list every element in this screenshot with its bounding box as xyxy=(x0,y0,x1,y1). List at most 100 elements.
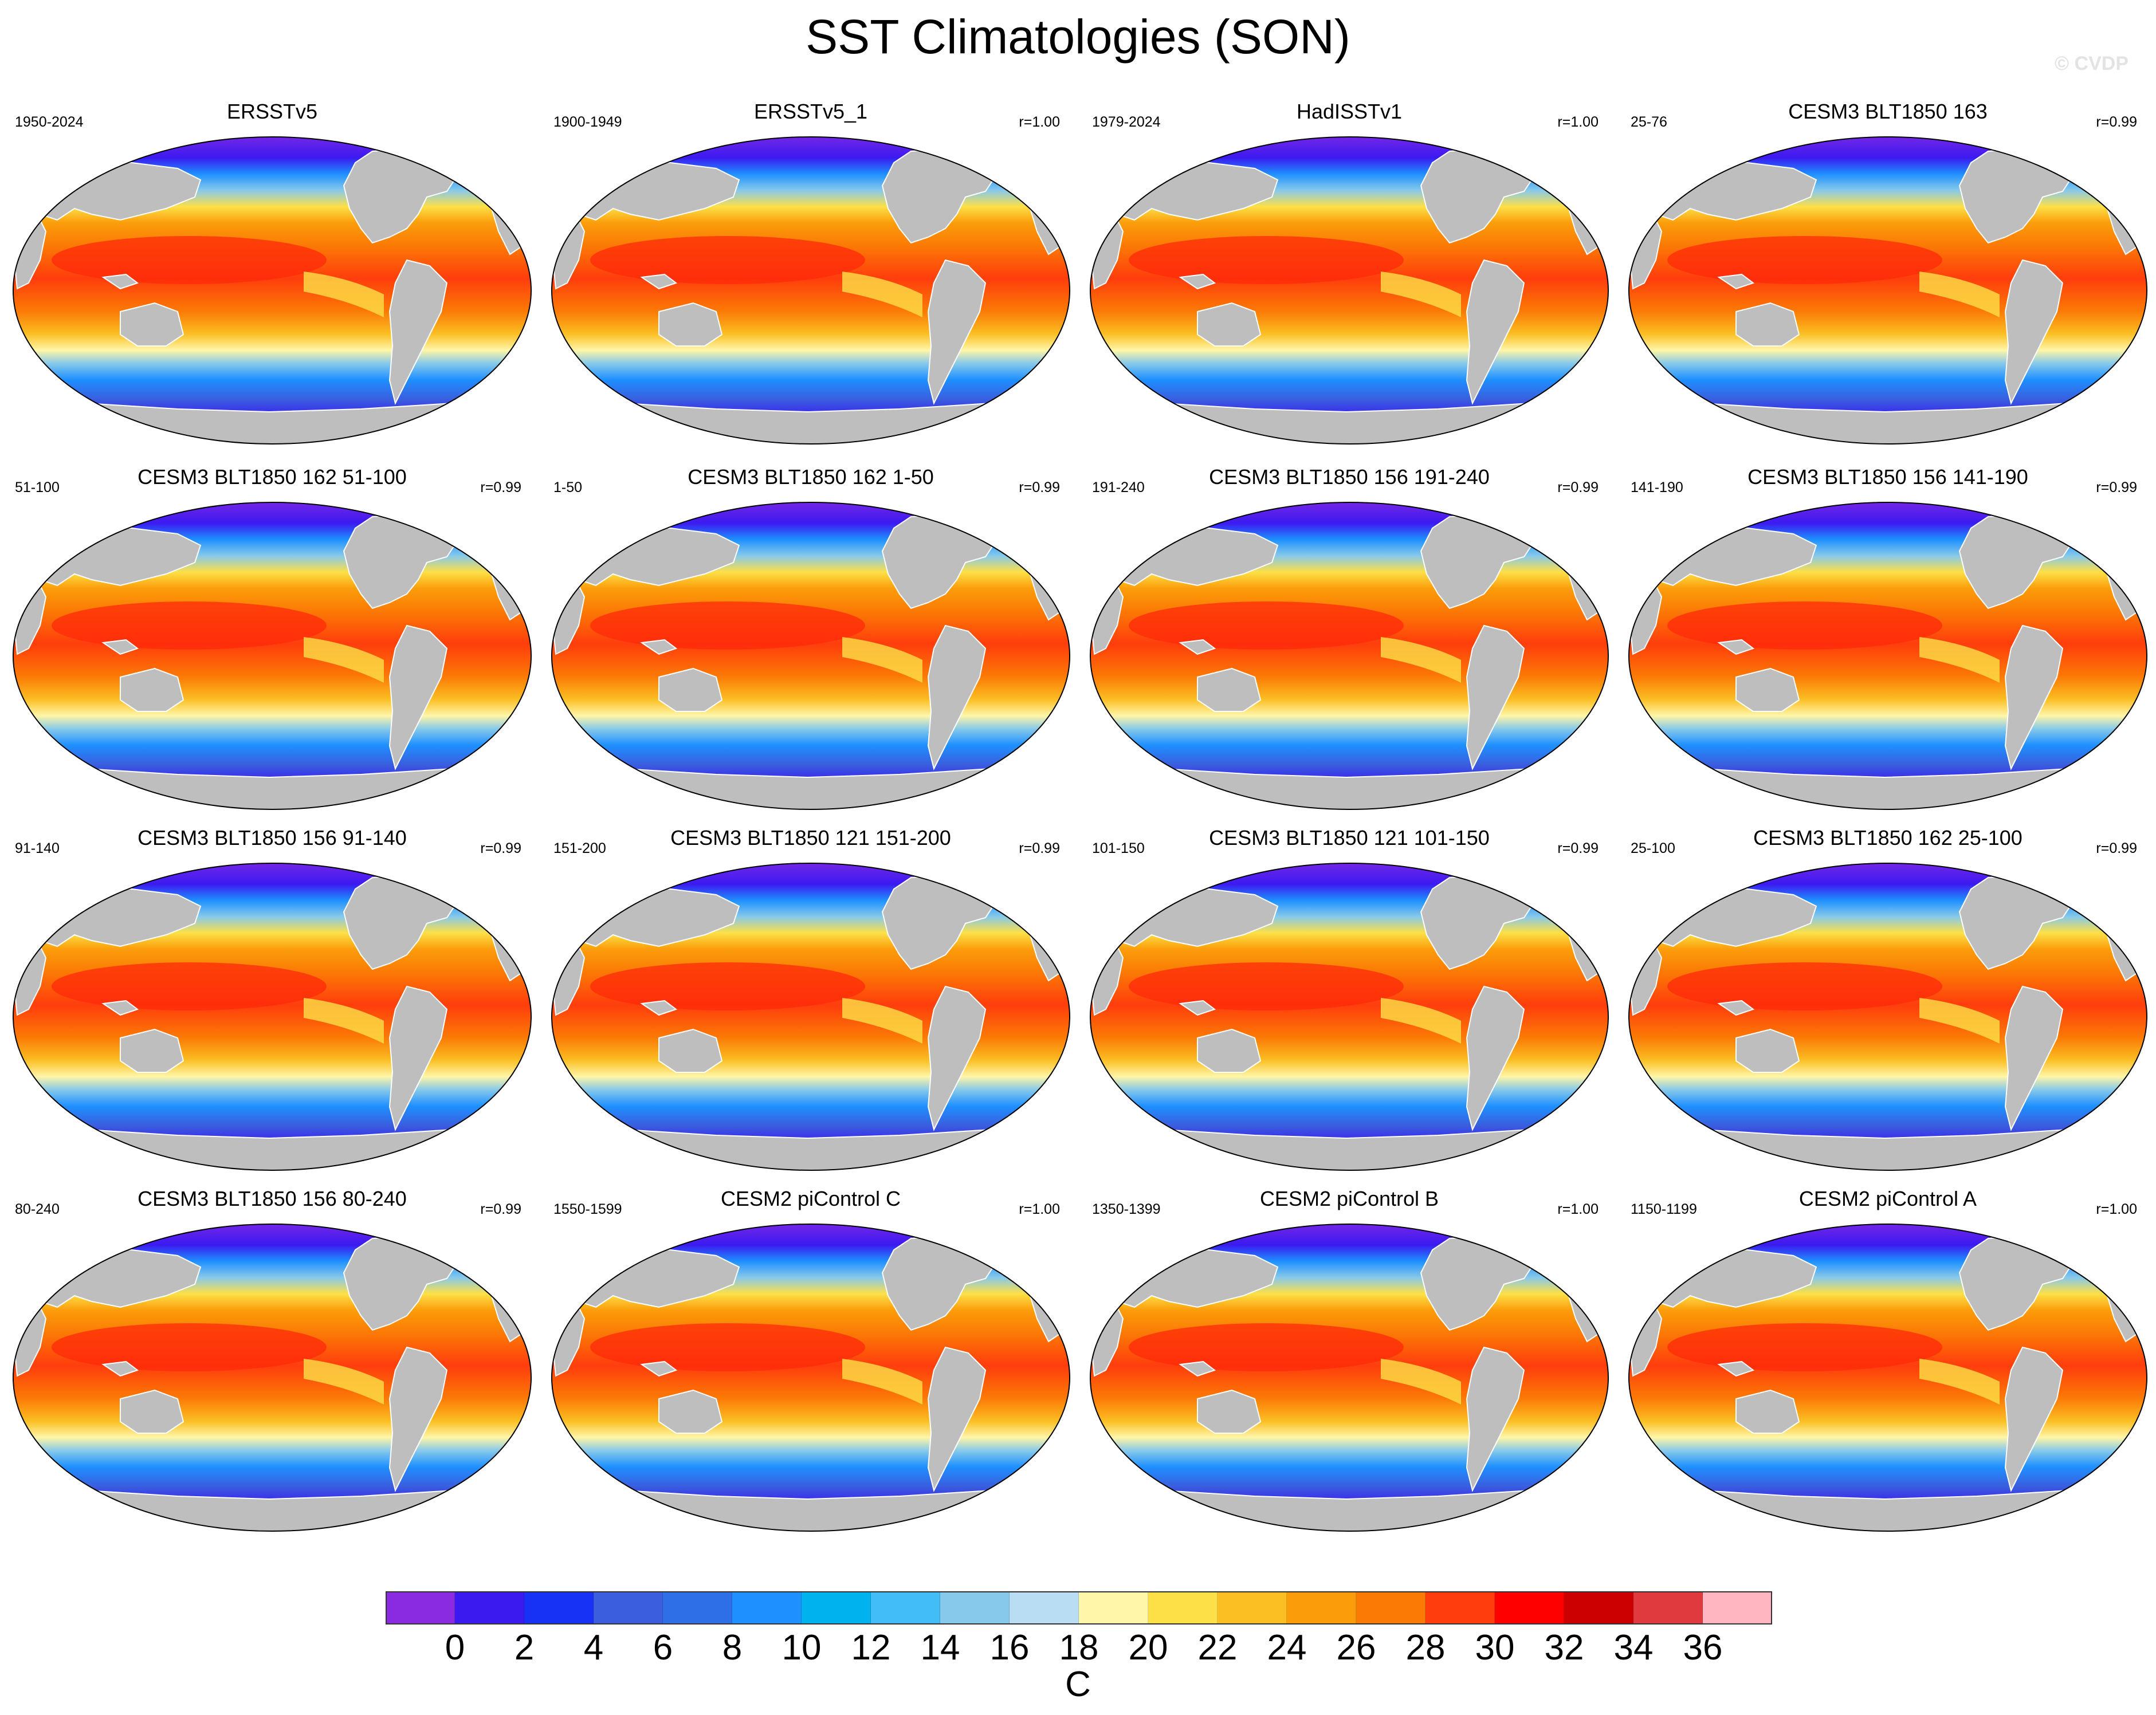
panel-pattern-correlation: r=0.99 xyxy=(2096,114,2137,130)
colorbar-swatch xyxy=(1010,1591,1079,1624)
colorbar-tick-label: 36 xyxy=(1683,1628,1723,1667)
panel-title: CESM3 BLT1850 156 141-190 xyxy=(1747,465,2028,489)
map-panel: CESM3 BLT1850 156 80-240 80-240 r=0.99 xyxy=(6,1186,539,1547)
colorbar-swatch xyxy=(1495,1591,1564,1624)
landmass xyxy=(1534,143,1577,178)
panel-title: HadISSTv1 xyxy=(1296,100,1403,123)
landmass xyxy=(927,1346,987,1492)
warm-pool xyxy=(1129,1323,1404,1371)
warm-pool xyxy=(1667,962,1942,1010)
landmass xyxy=(2073,143,2115,178)
warm-pool xyxy=(1129,601,1404,650)
panel-title: CESM3 BLT1850 162 51-100 xyxy=(138,465,407,489)
panel-title: CESM2 piControl B xyxy=(1259,1187,1439,1210)
landmass xyxy=(658,302,723,347)
warm-pool xyxy=(1129,236,1404,284)
globe-outline xyxy=(1628,863,2147,1171)
sst-map xyxy=(551,136,1070,445)
panel-pattern-correlation: r=0.99 xyxy=(480,840,521,856)
landmass xyxy=(640,1360,678,1377)
colorbar-swatch xyxy=(663,1591,732,1624)
landmass xyxy=(1735,1389,1800,1434)
landmass xyxy=(388,259,448,405)
sst-map xyxy=(1628,136,2147,445)
landmass xyxy=(101,639,139,655)
panel-title: CESM3 BLT1850 121 101-150 xyxy=(1209,826,1490,849)
cold-tongue xyxy=(842,998,922,1044)
panel-pattern-correlation: r=0.99 xyxy=(1019,840,1060,856)
landmass xyxy=(2004,259,2064,405)
ocean-field xyxy=(1090,1224,1608,1531)
sst-map xyxy=(1090,502,1609,810)
landmass xyxy=(996,143,1038,178)
landmass xyxy=(457,870,500,904)
landmass xyxy=(1179,1360,1216,1377)
cold-tongue xyxy=(304,272,384,317)
panel-title: CESM3 BLT1850 156 191-240 xyxy=(1209,465,1490,489)
cold-tongue xyxy=(1381,272,1461,317)
cold-tongue xyxy=(304,998,384,1044)
ocean-field xyxy=(552,502,1070,809)
figure-title: SST Climatologies (SON) xyxy=(806,10,1350,64)
panel-pattern-correlation: r=0.99 xyxy=(1557,479,1599,495)
landmass xyxy=(658,1389,723,1434)
landmass xyxy=(1179,639,1216,655)
globe-outline xyxy=(551,136,1070,445)
colorbar-tick-label: 0 xyxy=(445,1628,465,1667)
panel-title: CESM3 BLT1850 162 1-50 xyxy=(688,465,934,489)
colorbar-tick-label: 2 xyxy=(514,1628,535,1667)
globe-outline xyxy=(551,863,1070,1171)
cold-tongue xyxy=(842,272,922,317)
watermark: © CVDP xyxy=(2055,53,2128,74)
panel-years: 1979-2024 xyxy=(1092,114,1161,130)
colorbar-swatch xyxy=(1356,1591,1425,1624)
colorbar-tick-label: 18 xyxy=(1059,1628,1099,1667)
map-panel: CESM3 BLT1850 162 1-50 1-50 r=0.99 xyxy=(544,464,1077,825)
colorbar-tick-label: 4 xyxy=(583,1628,604,1667)
map-panel: ERSSTv5 1950-2024 xyxy=(6,99,539,459)
landmass xyxy=(1717,639,1755,655)
panel-title: CESM2 piControl C xyxy=(720,1187,901,1210)
ocean-field xyxy=(1629,502,2147,809)
panel-years: 91-140 xyxy=(15,840,60,856)
landmass xyxy=(120,667,184,712)
sst-map xyxy=(1090,863,1609,1171)
globe-outline xyxy=(1628,136,2147,445)
warm-pool xyxy=(52,236,327,284)
sst-map xyxy=(551,502,1070,810)
colorbar-swatch xyxy=(940,1591,1010,1624)
ocean-field xyxy=(1090,502,1608,809)
landmass xyxy=(101,1360,139,1377)
panel-pattern-correlation: r=0.99 xyxy=(1019,479,1060,495)
map-panel: CESM2 piControl C 1550-1599 r=1.00 xyxy=(544,1186,1077,1547)
landmass xyxy=(457,1230,500,1265)
colorbar-swatch xyxy=(524,1591,594,1624)
panel-pattern-correlation: r=0.99 xyxy=(1557,840,1599,856)
colorbar-tick-label: 20 xyxy=(1128,1628,1168,1667)
panel-title: CESM3 BLT1850 156 91-140 xyxy=(138,826,407,849)
cold-tongue xyxy=(1919,272,2000,317)
panel-title: CESM3 BLT1850 163 xyxy=(1788,100,1988,123)
map-panel: CESM3 BLT1850 156 191-240 191-240 r=0.99 xyxy=(1083,464,1616,825)
sst-map xyxy=(551,863,1070,1171)
globe-outline xyxy=(1628,1224,2147,1532)
landmass xyxy=(640,1000,678,1016)
panel-title: CESM3 BLT1850 162 25-100 xyxy=(1753,826,2023,849)
colorbar-tick-label: 6 xyxy=(653,1628,673,1667)
colorbar-swatch xyxy=(732,1591,802,1624)
panel-years: 141-190 xyxy=(1631,479,1683,495)
warm-pool xyxy=(1129,962,1404,1010)
colorbar-tick-label: 28 xyxy=(1405,1628,1446,1667)
colorbar-swatch xyxy=(1633,1591,1703,1624)
panel-years: 1350-1399 xyxy=(1092,1201,1161,1217)
colorbar-tick-label: 14 xyxy=(920,1628,960,1667)
landmass xyxy=(1179,273,1216,290)
landmass xyxy=(1717,1000,1755,1016)
colorbar-swatch xyxy=(1079,1591,1148,1624)
cold-tongue xyxy=(842,1359,922,1405)
cold-tongue xyxy=(1381,637,1461,683)
cold-tongue xyxy=(304,1359,384,1405)
panel-title: CESM3 BLT1850 121 151-200 xyxy=(670,826,951,849)
landmass xyxy=(120,302,184,347)
